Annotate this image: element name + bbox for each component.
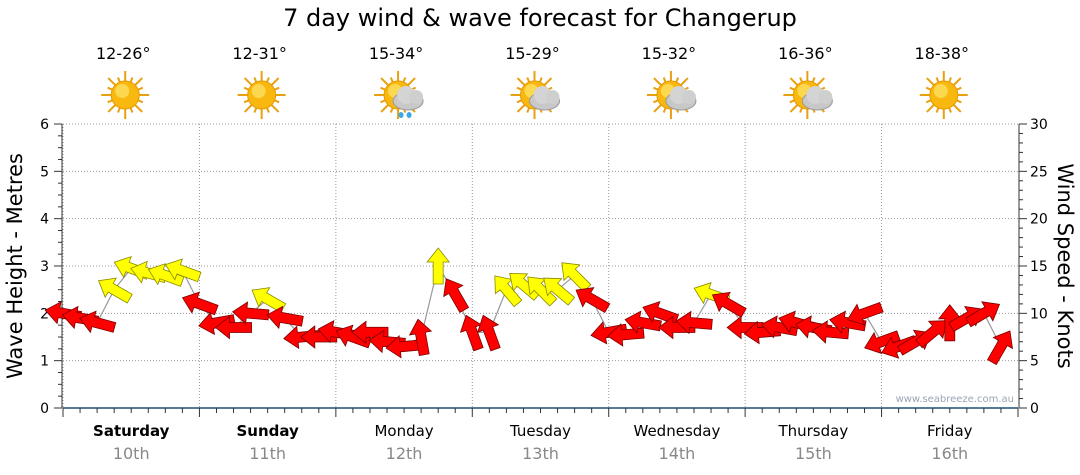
sun-highlight <box>933 84 948 98</box>
wind-arrow <box>459 314 484 352</box>
y-tick-label-right: 0 <box>1030 401 1039 417</box>
y-tick-label-left: 4 <box>40 212 49 228</box>
wind-arrow <box>232 301 270 325</box>
wind-arrow <box>846 301 884 326</box>
cloud <box>818 90 833 104</box>
wind-arrow <box>443 278 470 314</box>
day-label: Monday <box>374 422 433 440</box>
wind-arrow <box>987 330 1013 366</box>
date-label: 11th <box>249 444 286 463</box>
wind-arrow <box>811 320 850 344</box>
wind-arrow <box>642 300 680 325</box>
y-axis-title-right: Wind Speed - Knots <box>1053 163 1077 368</box>
temperature-label: 15-34° <box>369 44 424 63</box>
sun-icon <box>237 71 286 119</box>
day-label: Wednesday <box>634 422 721 440</box>
temperature-label: 12-26° <box>96 44 151 63</box>
wind-arrow <box>251 287 287 314</box>
day-label: Thursday <box>777 422 848 440</box>
y-tick-label-right: 30 <box>1030 117 1048 133</box>
y-tick-label-right: 15 <box>1030 259 1048 275</box>
wind-arrow <box>624 310 662 334</box>
wind-arrow <box>543 277 576 306</box>
day-label: Sunday <box>236 422 299 440</box>
wind-arrow <box>164 258 202 283</box>
sun-cloud-icon <box>783 71 833 119</box>
wind-arrow <box>426 247 451 285</box>
day-label: Tuesday <box>509 422 571 440</box>
temperature-label: 15-32° <box>642 44 697 63</box>
day-label: Saturday <box>93 422 170 440</box>
wind-arrow <box>575 287 611 314</box>
y-tick-label-left: 6 <box>40 117 49 133</box>
wind-arrow <box>79 310 117 334</box>
wind-arrow <box>965 301 1001 328</box>
y-tick-label-left: 0 <box>40 401 49 417</box>
date-label: 16th <box>931 444 968 463</box>
date-label: 13th <box>522 444 559 463</box>
date-label: 12th <box>386 444 423 463</box>
wind-arrow <box>181 291 219 316</box>
y-tick-label-left: 1 <box>40 354 49 370</box>
sun-cloud-icon <box>510 71 560 119</box>
wind-arrow <box>98 277 133 304</box>
wind-arrow <box>408 318 433 357</box>
sun-cloud-rain-icon <box>374 71 424 119</box>
wind-arrow <box>266 305 304 330</box>
cloud <box>681 90 696 104</box>
y-tick-label-right: 25 <box>1030 164 1048 180</box>
day-label: Friday <box>927 422 973 440</box>
sun-icon <box>919 71 968 119</box>
chart-title: 7 day wind & wave forecast for Changerup <box>283 4 797 32</box>
temperature-label: 12-31° <box>232 44 287 63</box>
cloud <box>409 90 424 104</box>
temperature-label: 16-36° <box>778 44 833 63</box>
rain-drop <box>406 112 412 118</box>
wind-arrow <box>214 315 252 340</box>
wind-arrow <box>675 310 713 335</box>
wind-arrow <box>351 320 389 345</box>
y-axis-title-left: Wave Height - Metres <box>3 153 27 379</box>
y-tick-label-left: 2 <box>40 306 49 322</box>
temperature-label: 18-38° <box>915 44 970 63</box>
wind-arrow <box>527 276 558 307</box>
wind-arrow <box>726 315 764 340</box>
sun-highlight <box>115 84 130 98</box>
y-tick-label-right: 5 <box>1030 354 1039 370</box>
cloud <box>545 90 560 104</box>
y-tick-label-left: 5 <box>40 164 49 180</box>
y-tick-label-left: 3 <box>40 259 49 275</box>
date-label: 15th <box>795 444 832 463</box>
wind-arrow <box>864 330 901 355</box>
watermark: www.seabreeze.com.au <box>896 394 1014 405</box>
date-label: 14th <box>659 444 696 463</box>
y-tick-label-right: 20 <box>1030 212 1048 228</box>
temperature-label: 15-29° <box>505 44 560 63</box>
wind-arrow <box>561 262 592 293</box>
sun-icon <box>101 71 150 119</box>
sun-highlight <box>251 84 266 98</box>
wind-arrow <box>494 275 523 308</box>
y-tick-label-right: 10 <box>1030 306 1048 322</box>
wind-arrow <box>476 314 501 352</box>
wind-arrow <box>198 311 236 336</box>
rain-drop <box>398 112 404 118</box>
sun-cloud-icon <box>646 71 697 119</box>
wind-arrow <box>711 291 747 318</box>
date-label: 10th <box>113 444 150 463</box>
